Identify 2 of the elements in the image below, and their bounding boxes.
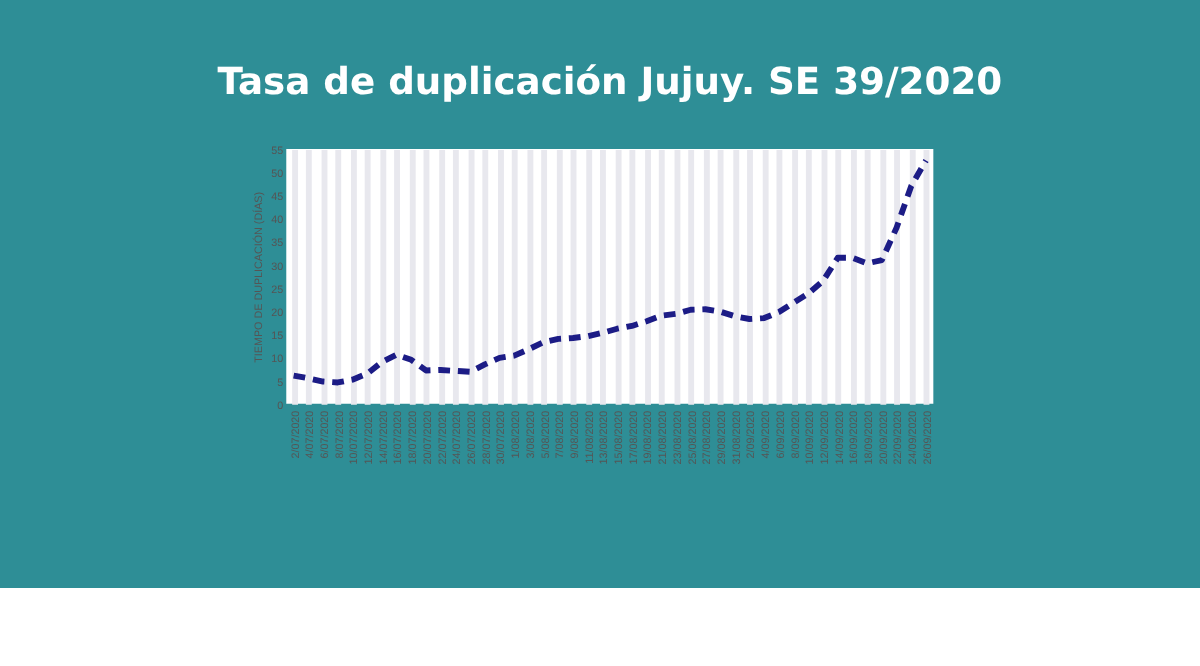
- line-series: [290, 157, 929, 386]
- chart-title: Tasa de duplicación Jujuy. SE 39/2020: [217, 62, 1003, 104]
